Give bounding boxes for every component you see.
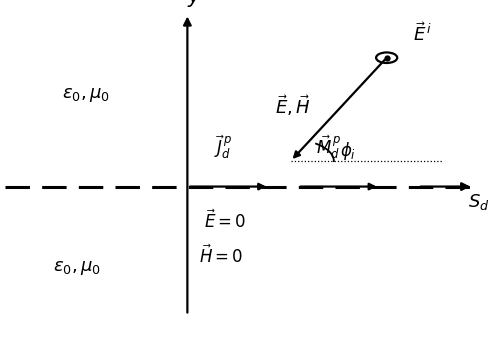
Text: $\vec{J}_d^{\,p}$: $\vec{J}_d^{\,p}$ xyxy=(214,134,233,161)
Text: $\vec{E}=0$: $\vec{E}=0$ xyxy=(204,209,246,232)
Text: $S_d$: $S_d$ xyxy=(468,192,490,212)
Text: $\vec{H}=0$: $\vec{H}=0$ xyxy=(199,245,244,267)
Text: $\varepsilon_0, \mu_0$: $\varepsilon_0, \mu_0$ xyxy=(53,259,101,277)
Text: $\vec{E}, \vec{H}$: $\vec{E}, \vec{H}$ xyxy=(275,93,311,118)
Text: $\vec{M}_d^{\,p}$: $\vec{M}_d^{\,p}$ xyxy=(317,134,342,161)
Text: $\vec{E}^{\,i}$: $\vec{E}^{\,i}$ xyxy=(413,22,432,45)
Text: $\phi_i$: $\phi_i$ xyxy=(340,140,356,162)
Text: $y$: $y$ xyxy=(187,0,202,9)
Text: $\varepsilon_0, \mu_0$: $\varepsilon_0, \mu_0$ xyxy=(62,86,111,104)
